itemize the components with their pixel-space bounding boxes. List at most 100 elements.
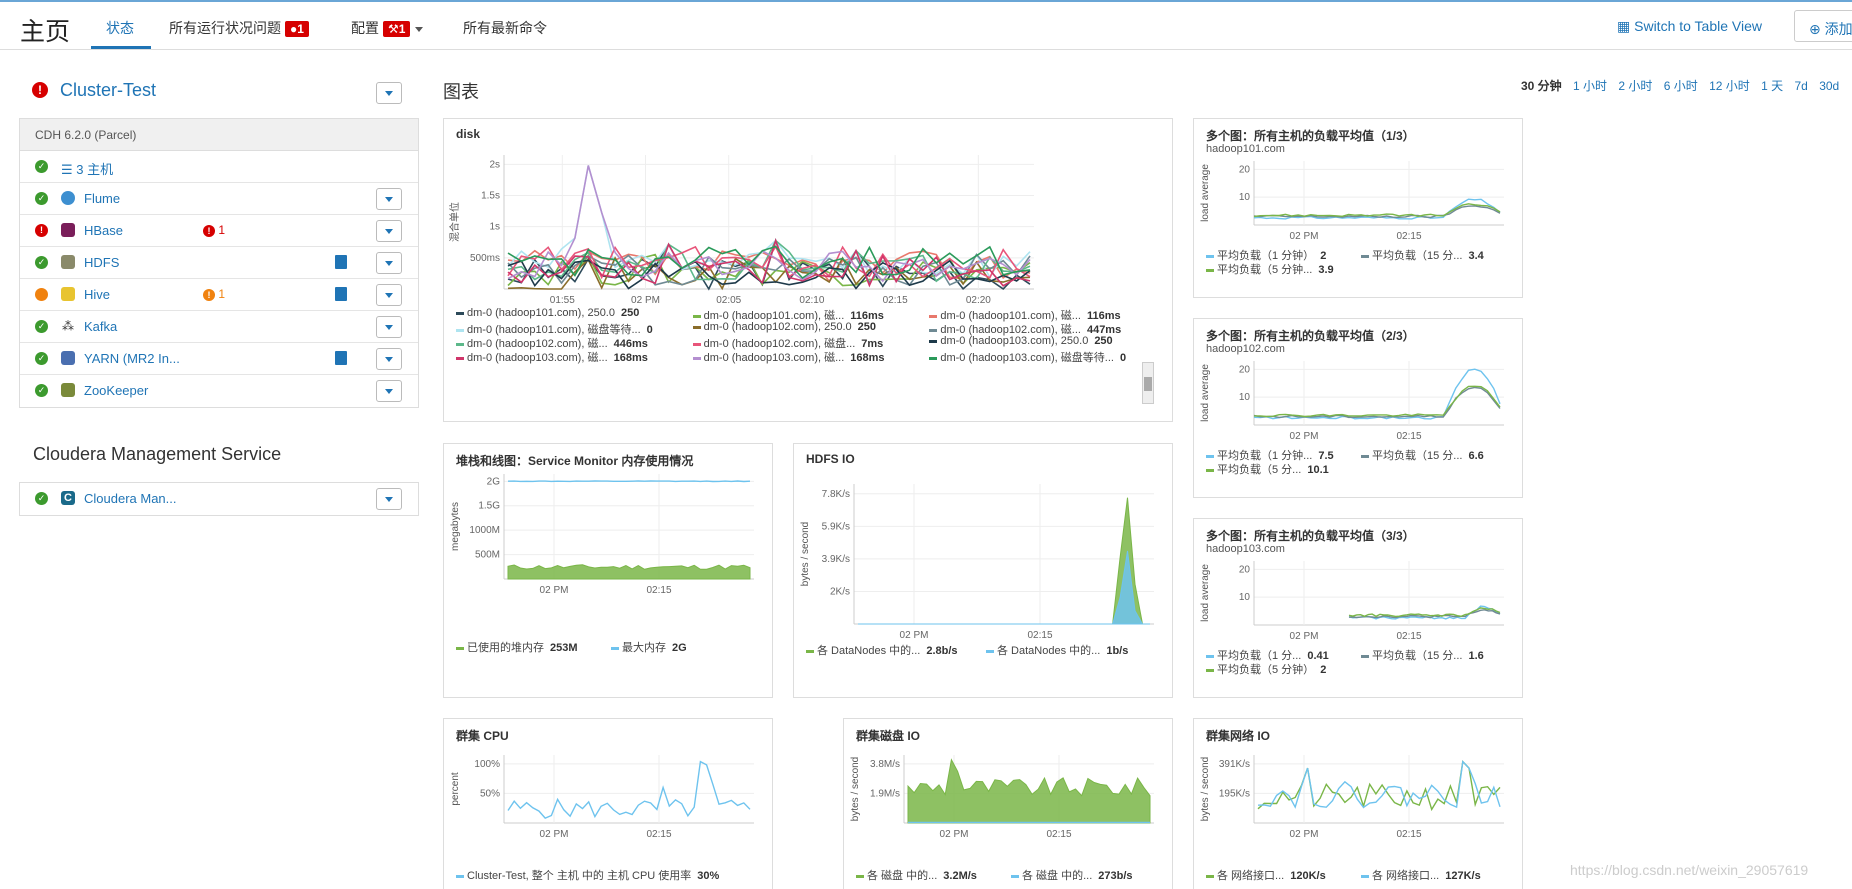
flume-actions-dropdown[interactable] (376, 188, 402, 210)
legend-item[interactable]: dm-0 (hadoop101.com), 磁... 116ms (929, 307, 1121, 323)
cluster-actions-dropdown[interactable] (376, 82, 402, 104)
switch-to-table-view-link[interactable]: ▦ Switch to Table View (1617, 18, 1762, 35)
hbase-alert[interactable]: ! 1 (203, 223, 225, 237)
service-link-cms[interactable]: Cloudera Man... (84, 491, 177, 506)
legend-item[interactable]: dm-0 (hadoop103.com), 磁盘等待... 0 (929, 349, 1126, 365)
time-range-1h[interactable]: 1 小时 (1573, 79, 1608, 93)
y-tick-label: 20 (1239, 164, 1251, 175)
legend-item[interactable]: 各 网络接口... 120K/s (1206, 867, 1326, 883)
chart-panel-memory[interactable]: megabytes 500M 1000M 1.5G 2G 02 PM 02:15 堆栈和线图：… (443, 443, 773, 698)
tab-configuration[interactable]: 配置 ⚒1 (351, 18, 424, 38)
chart-panel-load-3[interactable]: load average 10 20 02 PM 02:15 多个图：所有主机的负载平均值… (1193, 518, 1523, 698)
legend-item[interactable]: 各 DataNodes 中的... 1b/s (986, 642, 1128, 658)
chart-panel-disk[interactable]: 混合单位 500ms 1s 1.5s 2s 01:55 02 PM 02:05 02:10 02:… (443, 118, 1173, 422)
legend-item[interactable]: 平均负载（5 分钟） 2 (1206, 661, 1326, 677)
cluster-name-link[interactable]: Cluster-Test (60, 80, 157, 100)
legend-value: 0.41 (1307, 650, 1329, 662)
legend-item[interactable]: 平均负载（1 分钟） 2 (1206, 247, 1326, 263)
legend-scrollbar[interactable] (1142, 362, 1154, 404)
legend-item[interactable]: 平均负载（15 分... 3.4 (1361, 247, 1484, 263)
time-range-30m[interactable]: 30 分钟 (1521, 79, 1562, 93)
hbase-actions-dropdown[interactable] (376, 220, 402, 242)
config-stale-icon[interactable] (335, 287, 347, 301)
legend-item[interactable]: 平均负载（15 分... 6.6 (1361, 447, 1484, 463)
chart-panel-network-io[interactable]: bytes / second 195K/s 391K/s 02 PM 02:15 群集网络… (1193, 718, 1523, 889)
add-button-label: 添加 (1824, 21, 1852, 37)
legend-value: 447ms (1086, 324, 1122, 336)
chart-panel-load-1[interactable]: load average 10 20 02 PM 02:15 多个图：所有主机的负载平均值… (1193, 118, 1523, 298)
hdfs-actions-dropdown[interactable] (376, 252, 402, 274)
legend-item[interactable]: 各 网络接口... 127K/s (1361, 867, 1481, 883)
service-link-kafka[interactable]: Kafka (84, 319, 118, 334)
legend-item[interactable]: dm-0 (hadoop101.com), 磁... 116ms (692, 307, 884, 323)
legend-item[interactable]: dm-0 (hadoop103.com), 磁... 168ms (456, 349, 648, 365)
zookeeper-actions-dropdown[interactable] (376, 380, 402, 402)
legend-item[interactable]: dm-0 (hadoop102.com), 磁... 447ms (929, 321, 1121, 337)
chevron-down-icon (415, 26, 424, 32)
chart-panel-load-2[interactable]: load average 10 20 02 PM 02:15 多个图：所有主机的负载平均值… (1193, 318, 1523, 498)
legend-item[interactable]: dm-0 (hadoop102.com), 250.0 250 (692, 321, 876, 333)
chart-panel-cpu[interactable]: percent 50% 100% 02 PM 02:15 群集 CPU Cluster-Te… (443, 718, 773, 889)
tab-health-issues[interactable]: 所有运行状况问题 ●1 (169, 18, 309, 38)
time-range-30d[interactable]: 30d (1819, 79, 1840, 93)
chart-panel-disk-io[interactable]: bytes / second 1.9M/s 3.8M/s 02 PM 02:15 群集磁盘… (843, 718, 1173, 889)
legend-item[interactable]: 平均负载（1 分... 0.41 (1206, 647, 1329, 663)
kafka-actions-dropdown[interactable] (376, 316, 402, 338)
legend-item[interactable]: 平均负载（5 分钟... 3.9 (1206, 261, 1334, 277)
legend-swatch (692, 342, 701, 346)
status-ok-icon: ✓ (35, 384, 48, 397)
tab-recent-commands[interactable]: 所有最新命令 (463, 18, 547, 38)
time-range-1d[interactable]: 1 天 (1761, 79, 1784, 93)
legend-item[interactable]: dm-0 (hadoop103.com), 磁... 168ms (692, 349, 885, 365)
hive-alert[interactable]: ! 1 (203, 287, 225, 301)
service-link-zookeeper[interactable]: ZooKeeper (84, 383, 149, 398)
legend-item[interactable]: 平均负载（5 分... 10.1 (1206, 461, 1329, 477)
legend-item[interactable]: 各 DataNodes 中的... 2.8b/s (806, 642, 958, 658)
add-button[interactable]: ⊕ 添加 (1794, 10, 1852, 42)
legend-item[interactable]: 平均负载（15 分... 1.6 (1361, 647, 1484, 663)
time-range-7d[interactable]: 7d (1794, 79, 1808, 93)
legend-swatch (1206, 268, 1214, 272)
yarn-actions-dropdown[interactable] (376, 348, 402, 370)
legend-swatch (1206, 254, 1214, 258)
legend-scrollbar-thumb[interactable] (1144, 377, 1152, 391)
legend-item[interactable]: 平均负载（1 分钟... 7.5 (1206, 447, 1334, 463)
config-stale-icon[interactable] (335, 255, 347, 269)
legend-item[interactable]: 各 磁盘 中的... 273b/s (1011, 867, 1133, 883)
tab-health-issues-label: 所有运行状况问题 (169, 20, 281, 36)
service-row-zookeeper: ✓ ZooKeeper (20, 375, 418, 407)
legend-value: 273b/s (1098, 870, 1133, 882)
legend-item[interactable]: dm-0 (hadoop102.com), 磁盘... 7ms (692, 335, 883, 351)
legend-item[interactable]: Cluster-Test, 整个 主机 中的 主机 CPU 使用率 30% (456, 867, 719, 883)
legend-item[interactable]: dm-0 (hadoop103.com), 250.0 250 (929, 335, 1113, 347)
y-tick-label: 3.8M/s (870, 759, 900, 770)
hosts-link[interactable]: ☰ 3 主机 (61, 159, 113, 178)
health-issues-badge: ●1 (285, 21, 309, 37)
service-link-hbase[interactable]: HBase (84, 223, 124, 238)
legend-item[interactable]: 最大内存 2G (611, 639, 687, 655)
time-range-12h[interactable]: 12 小时 (1709, 79, 1750, 93)
legend-value: 10.1 (1307, 464, 1329, 476)
x-tick-label: 02:15 (646, 829, 671, 840)
service-link-hive[interactable]: Hive (84, 287, 111, 302)
series-line (1257, 760, 1501, 809)
time-range-2h[interactable]: 2 小时 (1618, 79, 1653, 93)
time-range-6h[interactable]: 6 小时 (1663, 79, 1698, 93)
legend-item[interactable]: dm-0 (hadoop101.com), 磁盘等待... 0 (456, 321, 653, 337)
y-tick-label: 20 (1239, 564, 1251, 575)
chart-panel-hdfs-io[interactable]: bytes / second 2K/s 3.9K/s 5.9K/s 7.8K/s 02 P… (793, 443, 1173, 698)
service-link-hdfs[interactable]: HDFS (84, 255, 120, 270)
legend-item[interactable]: 各 磁盘 中的... 3.2M/s (856, 867, 977, 883)
legend-swatch (456, 874, 464, 878)
service-link-yarn[interactable]: YARN (MR2 In... (84, 351, 180, 366)
y-tick-label: 1s (489, 222, 500, 233)
legend-item[interactable]: dm-0 (hadoop101.com), 250.0 250 (456, 307, 639, 319)
cms-actions-dropdown[interactable] (376, 488, 402, 510)
tab-status[interactable]: 状态 (106, 18, 134, 38)
legend-item[interactable]: 已使用的堆内存 253M (456, 639, 578, 655)
legend-item[interactable]: dm-0 (hadoop102.com), 磁... 446ms (456, 335, 648, 351)
legend-swatch (1206, 654, 1214, 658)
service-link-flume[interactable]: Flume (84, 191, 121, 206)
config-stale-icon[interactable] (335, 351, 347, 365)
hive-actions-dropdown[interactable] (376, 284, 402, 306)
